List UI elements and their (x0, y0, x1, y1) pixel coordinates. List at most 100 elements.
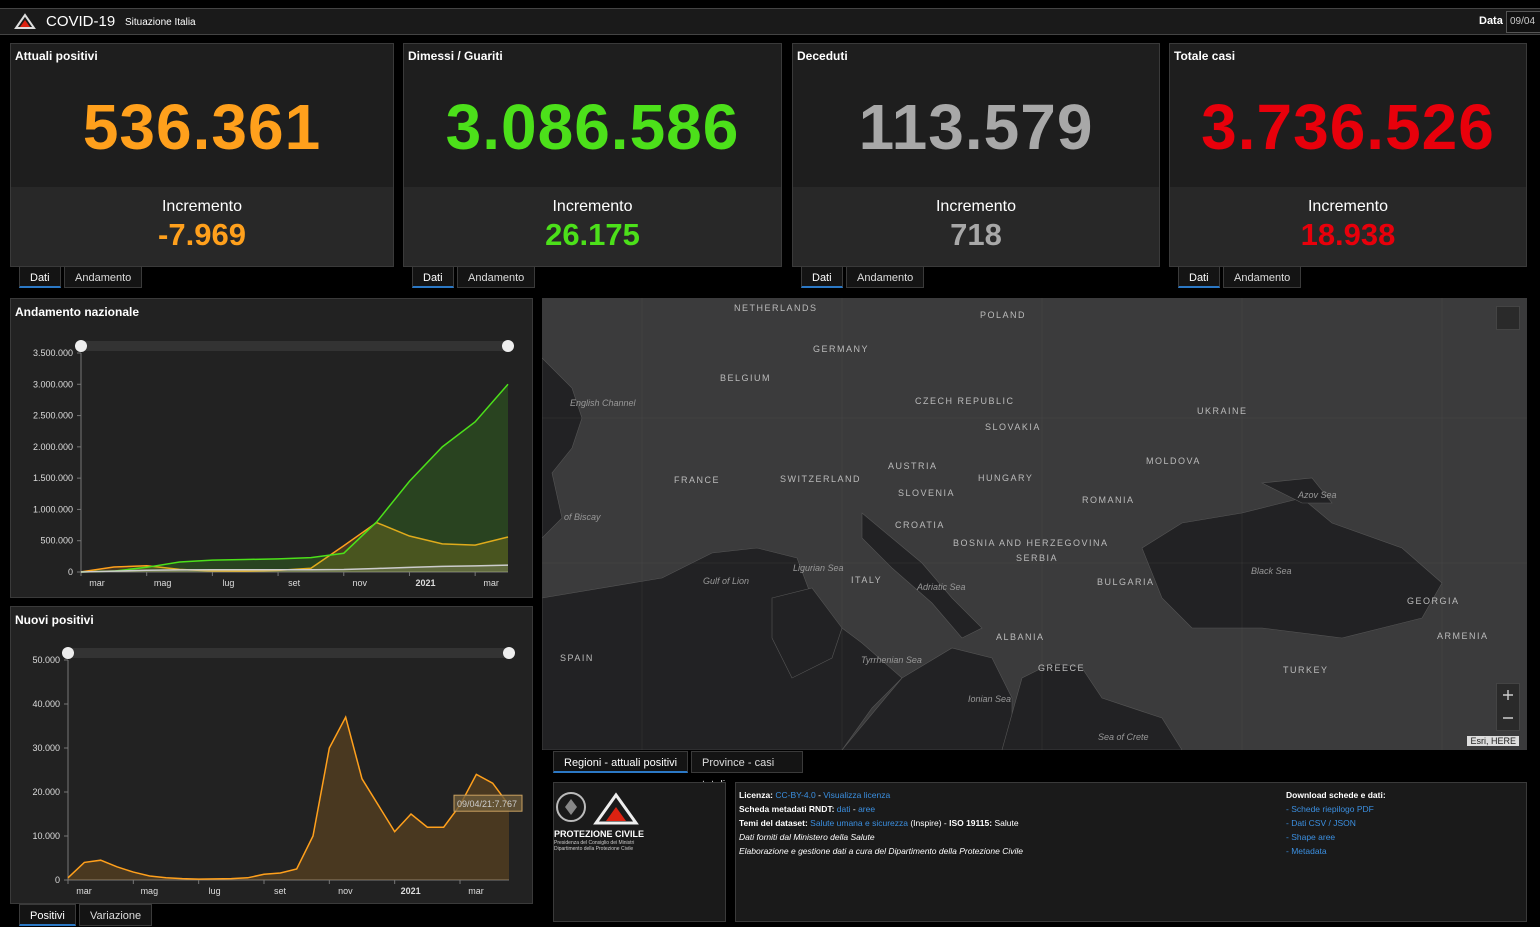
tab[interactable]: Dati (412, 266, 454, 288)
download-link[interactable]: - Shape aree (1286, 832, 1336, 842)
tab[interactable]: Dati (801, 266, 843, 288)
y-tick-label: 40.000 (32, 699, 60, 709)
country-label: BELGIUM (720, 373, 771, 383)
card-tabs: Dati Andamento (801, 266, 1101, 288)
zoom-control[interactable] (1496, 683, 1520, 731)
increment-value: -7.969 (158, 217, 246, 252)
country-label: AUSTRIA (888, 461, 938, 471)
card-title: Deceduti (797, 49, 848, 63)
y-tick-label: 50.000 (32, 655, 60, 665)
card-tabs: Dati Andamento (19, 266, 319, 288)
x-tick-label: mag (154, 578, 172, 588)
x-tick-label: nov (338, 886, 353, 896)
map-tabs: Regioni - attuali positivi Province - cas… (553, 751, 803, 791)
card-value: 3.086.586 (445, 91, 740, 163)
country-label: TURKEY (1283, 665, 1329, 675)
tab[interactable]: Andamento (457, 266, 536, 288)
logo-text: PROTEZIONE CIVILE (554, 829, 645, 839)
y-tick-label: 500.000 (40, 536, 73, 546)
logo-panel: PROTEZIONE CIVILE Presidenza del Consigl… (553, 782, 726, 922)
card-value: 3.736.526 (1201, 91, 1495, 163)
y-tick-label: 1.000.000 (33, 504, 73, 514)
footer-text: Salute umana e sicurezza (807, 818, 908, 828)
footer-text: Visualizza licenza (823, 790, 891, 800)
tab[interactable]: Andamento (64, 266, 143, 288)
footer-text: - (815, 790, 824, 800)
footer-line: Temi del dataset: Salute umana e sicurez… (739, 816, 1023, 830)
country-label: SLOVAKIA (985, 422, 1041, 432)
card-top (404, 44, 781, 187)
country-label: SERBIA (1016, 553, 1058, 563)
date-input[interactable]: 09/04 (1506, 11, 1540, 33)
footer-text: Temi del dataset: (739, 818, 808, 828)
y-tick-label: 0 (55, 875, 60, 885)
country-label: MOLDOVA (1146, 456, 1201, 466)
card: Totale casi 3.736.526 Incremento 18.938 (1169, 43, 1527, 267)
map: NETHERLANDS POLAND GERMANY BELGIUM English C… (542, 298, 1527, 750)
footer-text: Dati forniti dal Ministero della Salute (739, 832, 875, 842)
range-slider (68, 648, 509, 658)
country-label: ROMANIA (1082, 495, 1135, 505)
footer-text: CC-BY-4.0 (773, 790, 816, 800)
footer-text: - (850, 804, 859, 814)
download-link[interactable]: - Metadata (1286, 846, 1327, 856)
country-label: SLOVENIA (898, 488, 955, 498)
tab[interactable]: Variazione (79, 904, 153, 926)
card: Attuali positivi 536.361 Incremento -7.969 (10, 43, 394, 267)
sea-label: Adriatic Sea (916, 582, 966, 592)
country-label: NETHERLANDS (734, 303, 818, 313)
card-top (793, 44, 1159, 187)
tab[interactable]: Positivi (19, 904, 76, 926)
chart: 0 500.000 1.000.000 1.500.000 2.000.000 2.500… (33, 340, 514, 588)
x-tick-label: 2021 (415, 578, 435, 588)
x-tick-label: lug (222, 578, 234, 588)
sea-label: Ionian Sea (968, 694, 1011, 704)
series-line (80, 383, 509, 573)
slider-handle (503, 647, 515, 659)
sea-label: Gulf of Lion (703, 576, 749, 586)
x-tick-label: mar (468, 886, 484, 896)
downloads-title: Download schede e dati: (1286, 790, 1386, 800)
area-fill (68, 717, 509, 880)
tab[interactable]: Andamento (846, 266, 925, 288)
country-label: GERMANY (813, 344, 869, 354)
x-tick-label: mar (483, 578, 499, 588)
slider-handle (502, 340, 514, 352)
layers-button[interactable] (1496, 306, 1520, 330)
tab[interactable]: Regioni - attuali positivi (553, 751, 689, 773)
chart-title: Andamento nazionale (15, 305, 140, 319)
sea-label: Tyrrhenian Sea (861, 655, 922, 665)
logo-sub: Presidenza del Consiglio dei Ministri Dip… (554, 840, 634, 852)
logo (14, 13, 36, 29)
card-value: 113.579 (858, 91, 1094, 163)
downloads: Download schede e dati: - Schede riepilog… (1286, 788, 1386, 858)
tab[interactable]: Province - casi totali (691, 751, 803, 791)
download-link[interactable]: - Dati CSV / JSON (1286, 818, 1356, 828)
card-tabs: Dati Andamento (412, 266, 712, 288)
x-tick-label: mar (76, 886, 92, 896)
footer-line: Elaborazione e gestione dati a cura del … (739, 844, 1023, 858)
increment-value: 718 (950, 217, 1002, 252)
sea-label: Black Sea (1251, 566, 1292, 576)
country-label: UKRAINE (1197, 406, 1248, 416)
chart: 0 10.000 20.000 30.000 40.000 50.000 mar mag lug… (32, 647, 523, 896)
y-tick-label: 30.000 (32, 743, 60, 753)
download-link[interactable]: - Schede riepilogo PDF (1286, 804, 1374, 814)
footer-text: Salute (992, 818, 1019, 828)
footer-text: dati (834, 804, 851, 814)
y-tick-label: 20.000 (32, 787, 60, 797)
footer-line: Dati forniti dal Ministero della Salute (739, 830, 1023, 844)
country-label: FRANCE (674, 475, 720, 485)
logo-sub-line: Presidenza del Consiglio dei Ministri (554, 840, 635, 846)
footer-text: Scheda metadati RNDT: (739, 804, 835, 814)
y-tick-label: 3.000.000 (33, 379, 73, 389)
increment-value: 26.175 (545, 217, 640, 252)
x-tick-label: mag (141, 886, 159, 896)
x-tick-label: set (274, 886, 287, 896)
tab[interactable]: Dati (1178, 266, 1220, 288)
country-label: CROATIA (895, 520, 945, 530)
tab[interactable]: Dati (19, 266, 61, 288)
tab[interactable]: Andamento (1223, 266, 1302, 288)
card-title: Dimessi / Guariti (408, 49, 503, 63)
